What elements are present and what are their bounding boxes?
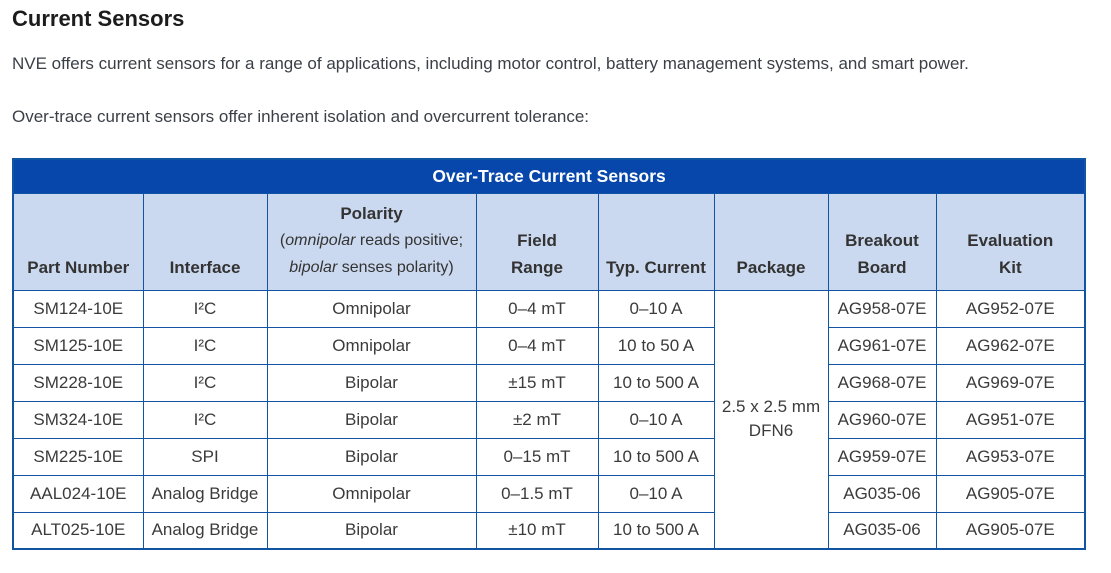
cell-typ-current: 10 to 500 A [597, 363, 715, 402]
cell-interface: I²C [142, 289, 268, 328]
cell-part-number: SM228-10E [12, 363, 144, 402]
table-title: Over-Trace Current Sensors [12, 158, 1086, 194]
cell-field-range: ±10 mT [475, 511, 599, 550]
cell-part-number: SM124-10E [12, 289, 144, 328]
cell-breakout-board: AG035-06 [827, 474, 937, 513]
polarity-header-title: Polarity [340, 203, 403, 223]
current-sensors-table: Over-Trace Current Sensors Part Number I… [12, 158, 1087, 550]
cell-polarity: Omnipolar [266, 289, 477, 328]
cell-interface: I²C [142, 400, 268, 439]
cell-polarity: Bipolar [266, 511, 477, 550]
cell-polarity: Omnipolar [266, 474, 477, 513]
table-body: SM124-10E I²C Omnipolar 0–4 mT 0–10 A 2.5 x 2… [12, 289, 1086, 550]
cell-interface: I²C [142, 326, 268, 365]
cell-interface: Analog Bridge [142, 511, 268, 550]
cell-interface: I²C [142, 363, 268, 402]
cell-typ-current: 10 to 50 A [597, 326, 715, 365]
cell-breakout-board: AG961-07E [827, 326, 937, 365]
cell-breakout-board: AG960-07E [827, 400, 937, 439]
cell-typ-current: 10 to 500 A [597, 437, 715, 476]
col-header-package: Package [713, 192, 829, 291]
page-title: Current Sensors [12, 6, 185, 31]
cell-typ-current: 10 to 500 A [597, 511, 715, 550]
cell-field-range: ±2 mT [475, 400, 599, 439]
cell-breakout-board: AG968-07E [827, 363, 937, 402]
cell-part-number: SM125-10E [12, 326, 144, 365]
polarity-header-note: (omnipolar reads positive; bipolar senses… [279, 231, 464, 276]
cell-part-number: SM324-10E [12, 400, 144, 439]
col-header-interface: Interface [142, 192, 268, 291]
cell-evaluation-kit: AG953-07E [935, 437, 1086, 476]
cell-evaluation-kit: AG969-07E [935, 363, 1086, 402]
col-header-polarity: Polarity (omnipolar reads positive; bipol… [266, 192, 477, 291]
table-row: AAL024-10E Analog Bridge Omnipolar 0–1.5 mT… [12, 474, 1086, 513]
cell-part-number: ALT025-10E [12, 511, 144, 550]
cell-breakout-board: AG959-07E [827, 437, 937, 476]
cell-evaluation-kit: AG951-07E [935, 400, 1086, 439]
cell-polarity: Omnipolar [266, 326, 477, 365]
cell-field-range: 0–15 mT [475, 437, 599, 476]
cell-polarity: Bipolar [266, 437, 477, 476]
cell-interface: SPI [142, 437, 268, 476]
cell-typ-current: 0–10 A [597, 400, 715, 439]
cell-part-number: SM225-10E [12, 437, 144, 476]
cell-evaluation-kit: AG952-07E [935, 289, 1086, 328]
cell-field-range: 0–4 mT [475, 326, 599, 365]
table-row: SM125-10E I²C Omnipolar 0–4 mT 10 to 50 A AG9… [12, 326, 1086, 365]
cell-field-range: 0–1.5 mT [475, 474, 599, 513]
cell-part-number: AAL024-10E [12, 474, 144, 513]
cell-package: 2.5 x 2.5 mm DFN6 [713, 289, 829, 550]
col-header-part-number: Part Number [12, 192, 144, 291]
col-header-field-range: Field Range [475, 192, 599, 291]
cell-evaluation-kit: AG905-07E [935, 474, 1086, 513]
table-intro-paragraph: Over-trace current sensors offer inheren… [12, 107, 590, 126]
table-row: SM225-10E SPI Bipolar 0–15 mT 10 to 500 A AG9… [12, 437, 1086, 476]
cell-breakout-board: AG958-07E [827, 289, 937, 328]
cell-evaluation-kit: AG905-07E [935, 511, 1086, 550]
cell-field-range: ±15 mT [475, 363, 599, 402]
cell-polarity: Bipolar [266, 400, 477, 439]
table-row: SM124-10E I²C Omnipolar 0–4 mT 0–10 A 2.5 x 2… [12, 289, 1086, 550]
col-header-typ-current: Typ. Current [597, 192, 715, 291]
cell-polarity: Bipolar [266, 363, 477, 402]
table-row: SM324-10E I²C Bipolar ±2 mT 0–10 A AG960-07E A… [12, 400, 1086, 439]
table-row: SM228-10E I²C Bipolar ±15 mT 10 to 500 A AG96… [12, 363, 1086, 402]
cell-breakout-board: AG035-06 [827, 511, 937, 550]
cell-field-range: 0–4 mT [475, 289, 599, 328]
table-title-row: Over-Trace Current Sensors [12, 158, 1086, 194]
cell-interface: Analog Bridge [142, 474, 268, 513]
cell-evaluation-kit: AG962-07E [935, 326, 1086, 365]
cell-typ-current: 0–10 A [597, 474, 715, 513]
cell-typ-current: 0–10 A [597, 289, 715, 328]
column-header-row: Part Number Interface Polarity (omnipola… [12, 192, 1086, 291]
table-row: ALT025-10E Analog Bridge Bipolar ±10 mT 10 t… [12, 511, 1086, 550]
intro-paragraph: NVE offers current sensors for a range o… [12, 54, 969, 73]
col-header-breakout-board: Breakout Board [827, 192, 937, 291]
col-header-evaluation-kit: Evaluation Kit [935, 192, 1086, 291]
